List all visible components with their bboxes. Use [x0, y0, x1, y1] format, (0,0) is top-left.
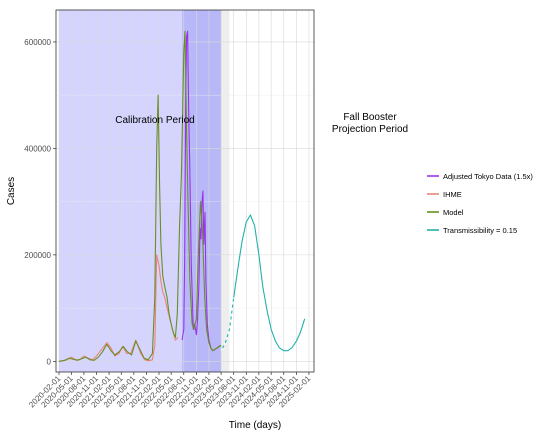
legend-label-3: Transmissibility = 0.15 [443, 226, 517, 235]
annotation-fall-booster-line1: Fall Booster [343, 112, 397, 123]
shaded-region-transition [221, 10, 230, 372]
y-tick-label: 400000 [24, 144, 51, 153]
series-lines [58, 30, 306, 362]
y-axis: 0 200000 400000 600000 [24, 38, 56, 366]
legend: Adjusted Tokyo Data (1.5x) IHME Model Trans… [427, 172, 533, 235]
y-tick-label: 600000 [24, 38, 51, 47]
legend-label-2: Model [443, 208, 464, 217]
y-axis-title: Cases [6, 177, 17, 205]
series-line-2 [58, 30, 222, 362]
legend-label-0: Adjusted Tokyo Data (1.5x) [443, 172, 533, 181]
annotation-fall-booster-line2: Projection Period [332, 124, 408, 135]
x-axis-title: Time (days) [229, 420, 281, 431]
panel-border [55, 9, 315, 373]
gridlines [56, 10, 314, 372]
y-tick-label: 0 [47, 357, 52, 366]
legend-label-1: IHME [443, 190, 462, 199]
y-tick-label: 200000 [24, 251, 51, 260]
x-axis: 2020-02-012020-05-012020-08-012020-11-01… [27, 372, 313, 409]
annotation-calibration-period: Calibration Period [115, 115, 195, 126]
series-line-3 [220, 214, 306, 352]
